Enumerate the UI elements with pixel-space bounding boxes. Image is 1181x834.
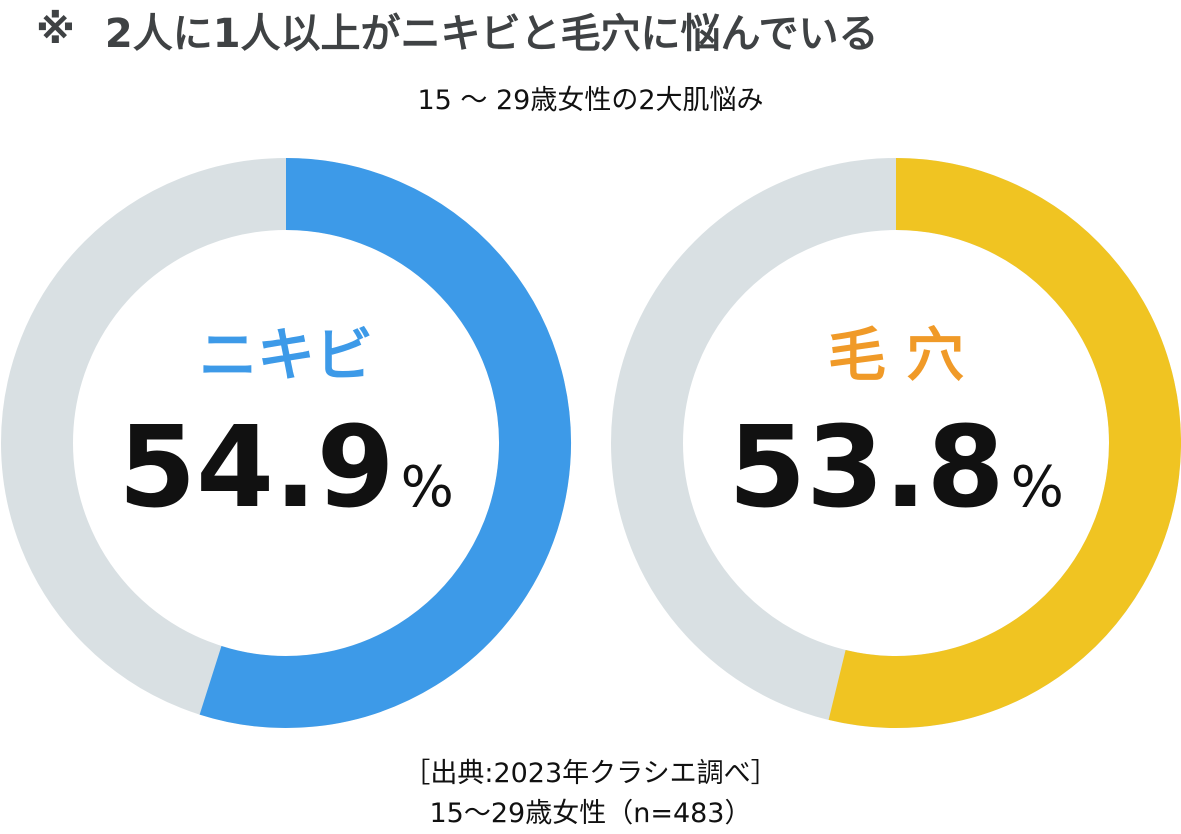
- donut-chart-pores: 毛 穴 53.8%: [611, 158, 1181, 728]
- donut-unit-pores: %: [1011, 455, 1064, 520]
- donut-arc-acne: [199, 158, 571, 728]
- donut-label-acne: ニキビ: [199, 321, 373, 389]
- chart-headline: ※ 2人に1人以上がニキビと毛穴に悩んでいる: [36, 2, 879, 58]
- chart-subtitle: 15 ～ 29歳女性の2大肌悩み: [417, 85, 764, 116]
- headline-text: 2人に1人以上がニキビと毛穴に悩んでいる: [104, 11, 879, 57]
- source-line-1: ［出典:2023年クラシエ調べ］: [403, 758, 778, 789]
- donut-chart-acne: ニキビ 54.9%: [1, 158, 571, 728]
- source-line-2: 15～29歳女性（n=483）: [429, 798, 752, 829]
- donut-value-number-pores: 53.8: [728, 403, 1004, 533]
- donut-arc-pores: [828, 158, 1181, 728]
- reference-mark: ※: [36, 7, 75, 53]
- donut-value-number-acne: 54.9: [118, 403, 394, 533]
- donut-value-acne: 54.9%: [118, 403, 454, 533]
- donut-value-pores: 53.8%: [728, 403, 1064, 533]
- source-note: ［出典:2023年クラシエ調べ］ 15～29歳女性（n=483）: [0, 754, 1181, 834]
- donut-unit-acne: %: [401, 455, 454, 520]
- donut-label-pores: 毛 穴: [828, 321, 964, 389]
